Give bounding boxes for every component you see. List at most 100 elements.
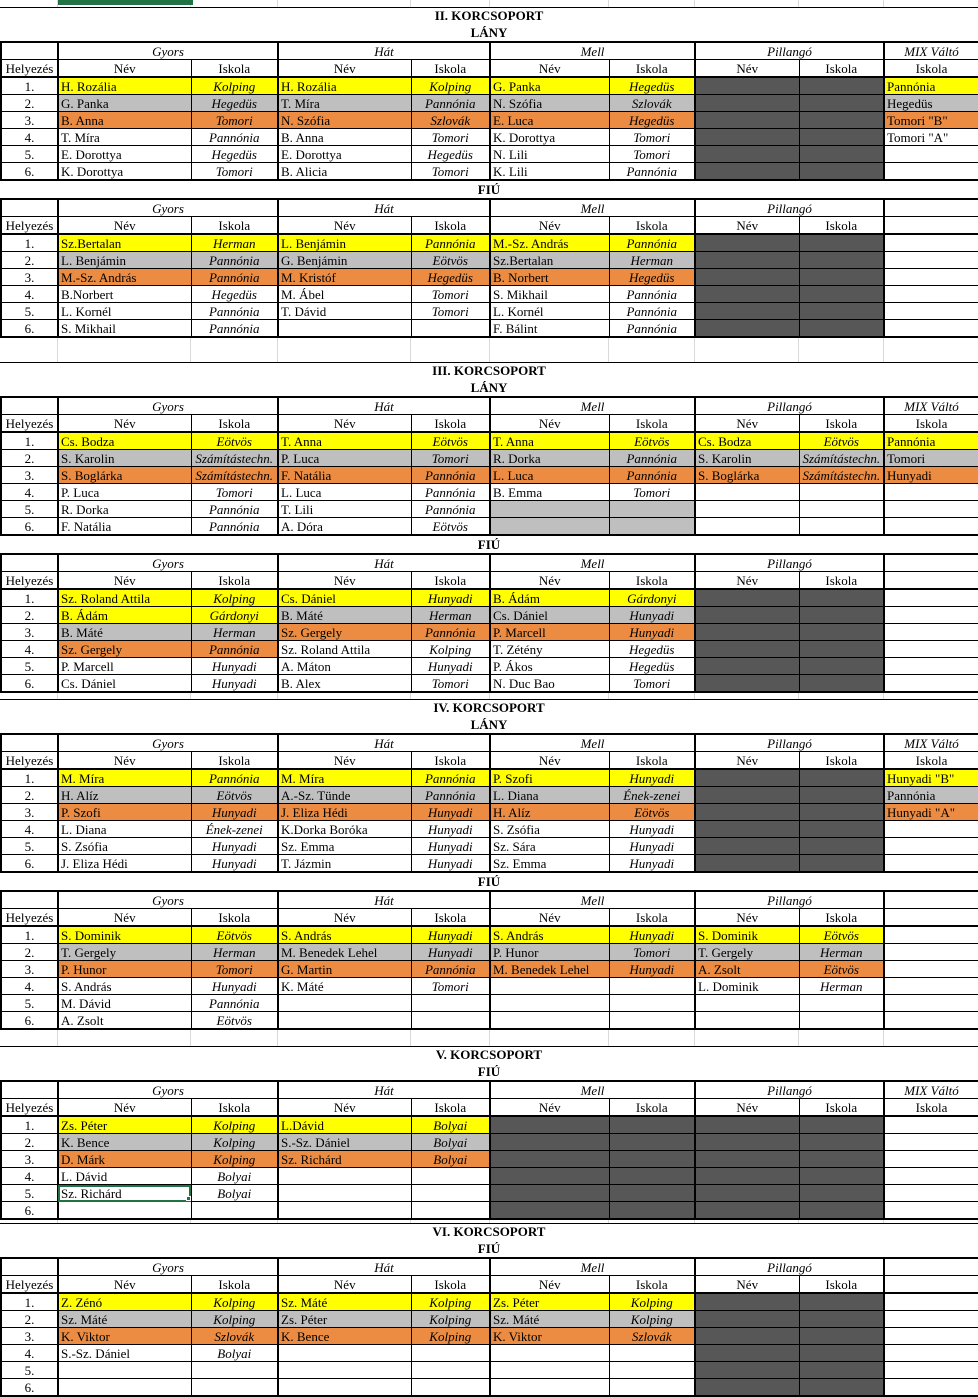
cell-gyors-nev[interactable] [57,1201,192,1220]
cell-pillango-iskola[interactable]: Számítástechn. [798,466,885,484]
cell-mell-nev[interactable]: N. Lili [489,145,610,163]
cell-pillango-iskola[interactable] [798,111,885,129]
cell-mix-iskola[interactable] [883,251,978,269]
cell-hat-nev[interactable]: P. Luca [277,449,412,467]
nev-header[interactable]: Név [694,571,800,590]
cell-pillango-iskola[interactable] [798,1133,885,1151]
cell-mix-iskola[interactable]: Hunyadi "A" [883,803,978,821]
cell-mix-iskola[interactable] [883,145,978,163]
cell-hat-iskola[interactable]: Hegedüs [410,145,491,163]
cell-hat-iskola[interactable] [410,994,491,1012]
cell-pillango-iskola[interactable] [798,1115,885,1134]
cell-hat-iskola[interactable] [410,319,491,338]
cell-gyors-iskola[interactable]: Kolping [190,1150,279,1168]
cell-mell-iskola[interactable]: Ének-zenei [608,786,696,804]
cell-gyors-iskola[interactable]: Herman [190,233,279,252]
nev-header[interactable]: Név [489,908,610,927]
cell-mell-iskola[interactable]: Pannónia [608,319,696,338]
place-cell[interactable]: 5. [0,1361,59,1379]
cell-pillango-iskola[interactable] [798,768,885,787]
cell-mix-iskola[interactable]: Tomori "A" [883,128,978,146]
place-cell[interactable]: 1. [0,1115,59,1134]
cell-pillango-nev[interactable] [694,145,800,163]
cell-hat-nev[interactable]: S.-Sz. Dániel [277,1133,412,1151]
cell-mell-iskola[interactable] [608,994,696,1012]
cell-pillango-iskola[interactable] [798,162,885,181]
cell-pillango-nev[interactable] [694,233,800,252]
iskola-header[interactable]: Iskola [608,216,696,235]
cell-pillango-nev[interactable] [694,319,800,338]
place-cell[interactable]: 1. [0,1292,59,1311]
cell-pillango-iskola[interactable]: Eötvös [798,431,885,450]
place-cell[interactable]: 6. [0,1011,59,1030]
cell-hat-nev[interactable] [277,1378,412,1397]
cell-gyors-nev[interactable]: P. Luca [57,483,192,501]
cell-gyors-iskola[interactable]: Pannónia [190,768,279,787]
cell-pillango-iskola[interactable] [798,623,885,641]
cell-pillango-iskola[interactable]: Eötvös [798,925,885,944]
cell-hat-nev[interactable]: L.Dávid [277,1115,412,1134]
cell-gyors-iskola[interactable]: Eötvös [190,786,279,804]
cell-gyors-iskola[interactable]: Hegedüs [190,94,279,112]
cell-mell-nev[interactable]: F. Bálint [489,319,610,338]
cell-pillango-iskola[interactable] [798,1310,885,1328]
cell-hat-nev[interactable]: B. Alex [277,674,412,693]
cell-mell-nev[interactable]: B. Norbert [489,268,610,286]
cell-mell-nev[interactable]: L. Kornél [489,302,610,320]
section-title[interactable]: VI. KORCSOPORT [0,1223,978,1240]
cell-pillango-iskola[interactable] [798,483,885,501]
cell-hat-nev[interactable]: B. Alicia [277,162,412,181]
cell-pillango-nev[interactable]: S. Boglárka [694,466,800,484]
cell-hat-nev[interactable]: T. Dávid [277,302,412,320]
place-cell[interactable]: 4. [0,640,59,658]
cell-hat-nev[interactable]: M. Ábel [277,285,412,303]
cell-hat-nev[interactable]: A. Dóra [277,517,412,536]
cell-mell-nev[interactable]: R. Dorka [489,449,610,467]
iskola-header[interactable]: Iskola [190,414,279,433]
cell-mix-iskola[interactable] [883,1133,978,1151]
stroke-header-gyors[interactable]: Gyors [57,733,279,752]
cell-hat-nev[interactable] [277,1201,412,1220]
cell-hat-nev[interactable]: M. Míra [277,768,412,787]
cell-mell-iskola[interactable]: Pannónia [608,302,696,320]
stroke-header-pillango[interactable]: Pillangó [694,890,885,909]
cell-mix-iskola[interactable] [883,1378,978,1397]
cell-hat-nev[interactable]: Sz. Máté [277,1292,412,1311]
group-subtitle[interactable]: FIÚ [477,874,501,889]
place-cell[interactable]: 3. [0,268,59,286]
cell-pillango-iskola[interactable] [798,76,885,95]
cell-gyors-iskola[interactable] [190,1378,279,1397]
cell-pillango-nev[interactable] [694,251,800,269]
nev-header[interactable]: Név [694,1275,800,1294]
corner-cell[interactable] [0,553,59,572]
nev-header[interactable]: Név [489,571,610,590]
cell-hat-nev[interactable]: H. Rozália [277,76,412,95]
cell-hat-iskola[interactable]: Tomori [410,128,491,146]
cell-gyors-nev[interactable] [57,1378,192,1397]
cell-mell-iskola[interactable]: Eötvös [608,431,696,450]
cell-mell-nev[interactable]: T. Anna [489,431,610,450]
cell-pillango-iskola[interactable] [798,1150,885,1168]
cell-pillango-nev[interactable]: A. Zsolt [694,960,800,978]
cell-pillango-nev[interactable] [694,588,800,607]
cell-mix-iskola[interactable] [883,500,978,518]
cell-mell-iskola[interactable] [608,1115,696,1134]
mix-iskola-header[interactable]: Iskola [883,414,978,433]
cell-gyors-iskola[interactable] [190,1361,279,1379]
mix-iskola-header[interactable]: Iskola [883,751,978,770]
cell-mix-iskola[interactable] [883,994,978,1012]
cell-pillango-nev[interactable] [694,1150,800,1168]
cell-hat-nev[interactable] [277,994,412,1012]
cell-pillango-iskola[interactable] [798,1378,885,1397]
cell-mell-iskola[interactable]: Hunyadi [608,854,696,873]
cell-hat-iskola[interactable]: Bolyai [410,1115,491,1134]
cell-mell-iskola[interactable]: Hegedüs [608,640,696,658]
place-cell[interactable]: 1. [0,925,59,944]
cell-mell-iskola[interactable]: Pannónia [608,466,696,484]
cell-gyors-iskola[interactable]: Pannónia [190,128,279,146]
place-cell[interactable]: 6. [0,854,59,873]
cell-hat-nev[interactable]: Cs. Dániel [277,588,412,607]
mix-iskola-header[interactable]: Iskola [883,1098,978,1117]
cell-gyors-nev[interactable]: B. Anna [57,111,192,129]
iskola-header[interactable]: Iskola [608,414,696,433]
